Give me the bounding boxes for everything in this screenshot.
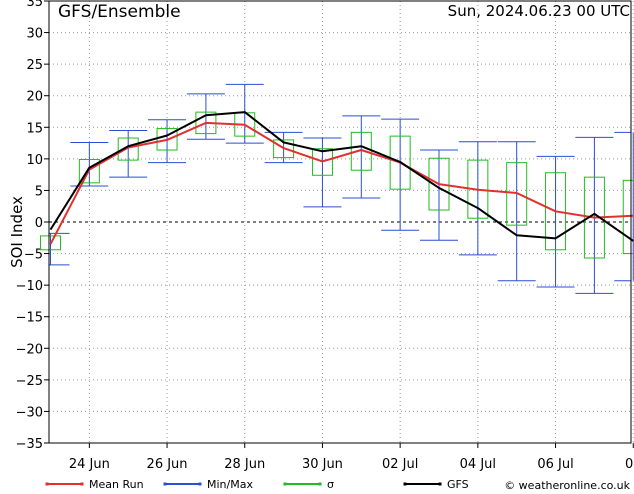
y-tick-label: 25 xyxy=(26,58,43,73)
y-tick-label: 0 xyxy=(35,216,43,231)
x-axis-ticks: 24 Jun 26 Jun 28 Jun 30 Jun 02 Jul 04 Jul 06 J… xyxy=(69,443,634,472)
legend-marker xyxy=(319,483,322,486)
y-axis-label: SOI Index xyxy=(8,196,26,268)
y-tick-label: −15 xyxy=(16,311,43,326)
credit-text: © weatheronline.co.uk xyxy=(504,479,630,490)
y-tick-label: 15 xyxy=(26,121,43,136)
legend-marker xyxy=(439,483,442,486)
legend-label-gfs: GFS xyxy=(447,478,469,490)
x-tick-label: 06 Jul xyxy=(537,457,573,472)
y-tick-label: 5 xyxy=(35,184,43,199)
legend-marker xyxy=(199,483,202,486)
legend-marker xyxy=(81,483,84,486)
chart-title: GFS/Ensemble xyxy=(58,2,181,22)
y-tick-label: 20 xyxy=(26,90,43,105)
y-tick-label: −10 xyxy=(16,279,43,294)
x-tick-label: 30 Jun xyxy=(302,457,343,472)
x-tick-label: 28 Jun xyxy=(224,457,265,472)
run-date: Sun, 2024.06.23 00 UTC xyxy=(448,2,630,20)
legend-label-minmax: Min/Max xyxy=(207,478,253,490)
y-tick-label: −30 xyxy=(16,405,43,420)
x-tick-label: 24 Jun xyxy=(69,457,110,472)
legend-label-sigma: σ xyxy=(327,478,334,490)
legend-marker xyxy=(164,483,167,486)
chart-marks xyxy=(41,84,634,293)
y-tick-label: −25 xyxy=(16,374,43,389)
legend-marker xyxy=(284,483,287,486)
legend-marker xyxy=(404,483,407,486)
y-tick-label: 30 xyxy=(26,27,43,42)
x-tick-label: 26 Jun xyxy=(147,457,188,472)
legend-marker xyxy=(46,483,49,486)
legend-label-mean: Mean Run xyxy=(89,478,144,490)
legend: Mean Run Min/Max σ GFS xyxy=(46,478,469,490)
x-tick-label: 02 Jul xyxy=(382,457,418,472)
y-tick-label: 10 xyxy=(26,153,43,168)
x-tick-label: 08 xyxy=(625,457,634,472)
y-tick-label: 35 xyxy=(26,0,43,10)
y-tick-label: −20 xyxy=(16,342,43,357)
y-tick-label: −35 xyxy=(16,437,43,452)
x-tick-label: 04 Jul xyxy=(460,457,496,472)
